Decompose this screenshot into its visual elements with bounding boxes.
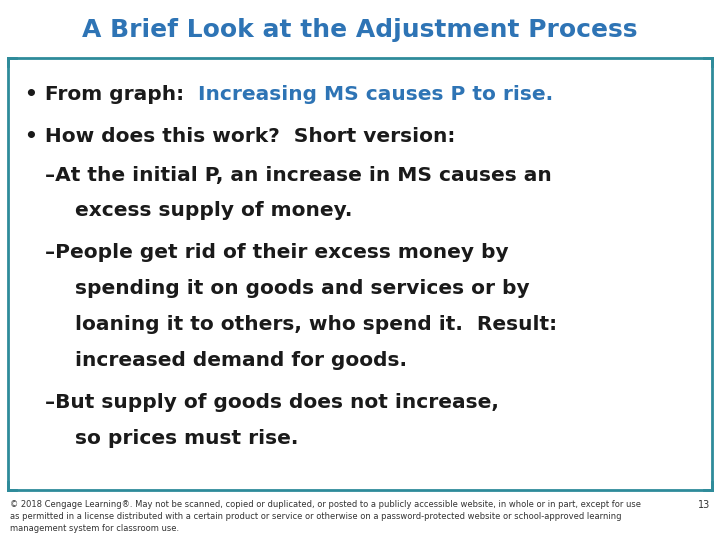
- Text: Increasing MS causes P to rise.: Increasing MS causes P to rise.: [198, 85, 553, 105]
- Text: –People get rid of their excess money by: –People get rid of their excess money by: [45, 244, 508, 262]
- Text: loaning it to others, who spend it.  Result:: loaning it to others, who spend it. Resu…: [75, 315, 557, 334]
- Text: excess supply of money.: excess supply of money.: [75, 201, 352, 220]
- Text: © 2018 Cengage Learning®. May not be scanned, copied or duplicated, or posted to: © 2018 Cengage Learning®. May not be sca…: [10, 500, 641, 532]
- Text: increased demand for goods.: increased demand for goods.: [75, 352, 407, 370]
- Text: 13: 13: [698, 500, 710, 510]
- Text: spending it on goods and services or by: spending it on goods and services or by: [75, 280, 530, 299]
- Text: so prices must rise.: so prices must rise.: [75, 429, 298, 449]
- Text: A Brief Look at the Adjustment Process: A Brief Look at the Adjustment Process: [82, 18, 638, 42]
- Text: –But supply of goods does not increase,: –But supply of goods does not increase,: [45, 394, 499, 413]
- Text: –At the initial P, an increase in MS causes an: –At the initial P, an increase in MS cau…: [45, 165, 552, 185]
- Text: • From graph:: • From graph:: [25, 85, 198, 105]
- Text: • How does this work?  Short version:: • How does this work? Short version:: [25, 127, 455, 146]
